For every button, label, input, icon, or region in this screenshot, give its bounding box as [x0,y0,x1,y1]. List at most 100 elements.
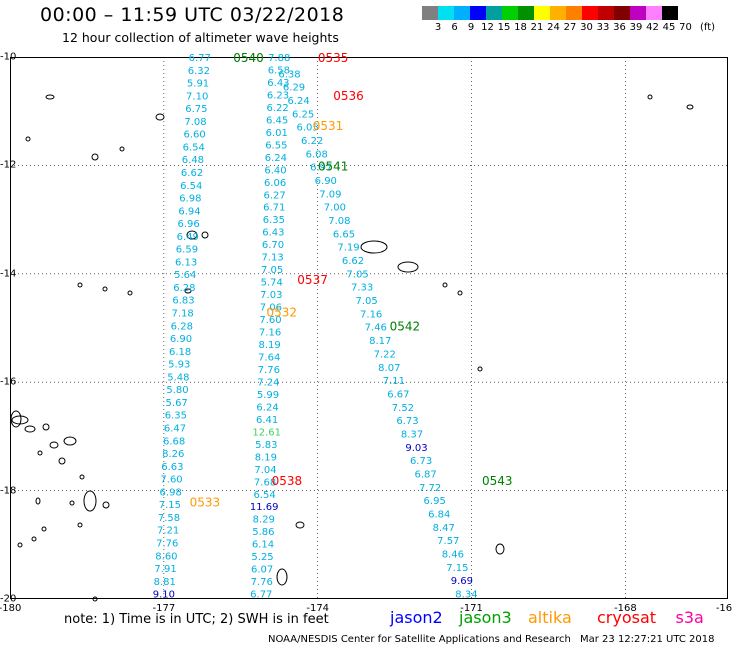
wave-height-value: 6.73 [410,456,432,467]
island-outline [477,366,483,372]
wave-height-value: 8.34 [455,590,477,601]
wave-height-value: 6.90 [315,176,337,187]
wave-height-value: 8.26 [162,449,184,460]
wave-height-value: 6.62 [181,168,203,179]
wave-height-value: 5.25 [251,552,273,563]
wave-height-value: 6.14 [252,540,274,551]
pass-label: 0531 [313,119,344,133]
legend-cryosat: cryosat [597,608,657,627]
island-outline [45,94,55,100]
wave-height-value: 6.62 [342,256,364,267]
map-canvas[interactable]: 6.776.325.917.106.757.086.606.546.486.62… [10,51,728,602]
island-outline [119,146,125,152]
wave-height-value: 8.81 [154,577,176,588]
wave-height-value: 7.68 [254,477,276,488]
longitude-label: -171 [460,603,483,614]
wave-height-value: 6.07 [251,565,273,576]
colorbar-swatch [630,6,646,20]
wave-height-value: 8.17 [369,336,391,347]
wave-height-value: 6.97 [310,163,332,174]
wave-height-value: 6.40 [264,165,286,176]
latitude-label: -16 [0,376,17,388]
wave-height-value: 6.24 [265,153,287,164]
wave-height-value: 6.65 [333,229,355,240]
wave-height-value: 5.93 [168,360,190,371]
pass-label: 0540 [233,51,264,65]
wave-height-value: 6.28 [171,321,193,332]
wave-height-value: 7.08 [184,117,206,128]
island-outline [77,522,83,528]
pass-label: 0535 [318,51,349,65]
island-outline [42,423,50,431]
island-outline [69,500,75,506]
wave-height-value: 7.09 [319,189,341,200]
wave-height-value: 7.60 [160,475,182,486]
wave-height-value: 7.57 [437,536,459,547]
island-outline [24,425,36,433]
latitude-label: -18 [0,485,17,497]
wave-height-value: 6.25 [292,109,314,120]
colorbar-swatch [470,6,486,20]
wave-height-value: 5.83 [255,440,277,451]
wave-height-value: 6.13 [175,257,197,268]
latitude-label: -14 [0,268,17,280]
wave-height-value: 8.37 [401,429,423,440]
footer-timestamp: Mar 23 12:27:21 UTC 2018 [580,634,715,645]
colorbar-swatch [438,6,454,20]
pass-label: 0542 [390,319,421,333]
wave-height-value: 7.46 [365,323,387,334]
wave-height-value: 8.46 [442,550,464,561]
wave-height-value: 6.23 [267,90,289,101]
map-frame [10,57,728,599]
wave-height-value: 6.96 [178,219,200,230]
wave-height-value: 8.60 [155,551,177,562]
wave-height-value: 6.06 [264,178,286,189]
wave-height-value: 7.15 [159,500,181,511]
wave-height-value: 6.05 [297,123,319,134]
wave-height-value: 5.74 [261,278,283,289]
wave-height-value: 6.24 [287,96,309,107]
wave-height-value: 6.01 [266,128,288,139]
wave-height-value: 7.88 [268,53,290,64]
pass-label: 0538 [272,474,303,488]
colorbar-swatch [422,6,438,20]
wave-height-value: 6.49 [177,232,199,243]
pass-label: 0533 [190,495,221,509]
wave-height-value: 6.54 [180,181,202,192]
colorbar-swatch [486,6,502,20]
longitude-label: -180 [0,603,22,614]
wave-height-value: 6.70 [262,240,284,251]
island-outline [25,136,31,142]
wave-height-value: 6.75 [185,104,207,115]
wave-height-value: 6.67 [387,389,409,400]
island-outline [102,286,108,292]
wave-height-value: 7.13 [261,253,283,264]
colorbar-swatch [662,6,678,20]
wave-height-value: 8.19 [255,452,277,463]
wave-height-value: 8.07 [378,363,400,374]
colorbar-swatch [614,6,630,20]
island-outline [686,104,694,110]
wave-height-value: 6.77 [250,590,272,601]
colorbar-swatch [518,6,534,20]
wave-height-value: 7.05 [261,265,283,276]
colorbar-swatch [598,6,614,20]
wave-height-value: 7.10 [186,91,208,102]
wave-height-value: 6.41 [256,415,278,426]
colorbar-tick-label: 33 [596,22,610,33]
wave-height-value: 7.08 [328,216,350,227]
wave-height-value: 5.48 [167,372,189,383]
colorbar-tick-label: 12 [481,22,494,33]
wave-height-value: 6.58 [268,65,290,76]
longitude-label: -174 [306,603,330,614]
wave-height-value: 8.47 [433,523,455,534]
wave-height-value: 7.76 [156,538,178,549]
wave-height-value: 5.67 [166,398,188,409]
wave-height-value: 5.91 [187,79,209,90]
colorbar-tick-label: 45 [662,22,676,33]
island-outline [91,153,99,161]
colorbar-tick-label: 15 [497,22,511,33]
wave-height-value: 6.35 [165,411,187,422]
colorbar-tick-label: 18 [514,22,527,33]
wave-height-value: 6.54 [183,142,205,153]
